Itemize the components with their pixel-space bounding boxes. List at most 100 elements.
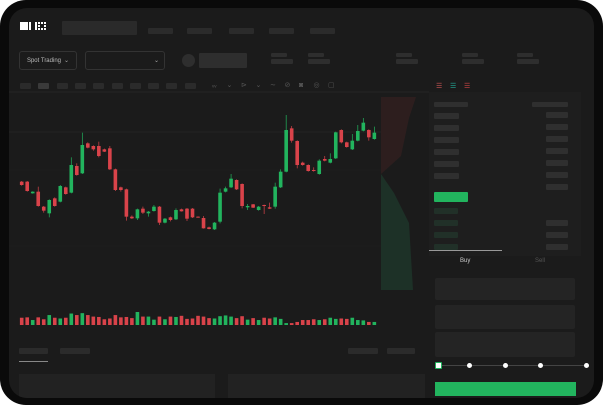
slider-handle[interactable] xyxy=(435,362,442,369)
volume-bar xyxy=(372,321,377,325)
amount-input[interactable] xyxy=(435,305,575,329)
ask-price xyxy=(434,149,459,155)
chevron-down-icon[interactable]: ⌄ xyxy=(255,82,262,89)
settings-icon[interactable]: ◎ xyxy=(313,82,320,89)
market-type-dropdown[interactable]: Spot Trading ⌄ xyxy=(19,51,77,70)
tab-open-orders[interactable] xyxy=(19,348,48,354)
volume-bar xyxy=(190,318,195,325)
candle-down xyxy=(295,141,299,165)
candle-up xyxy=(273,186,277,207)
volume-bar xyxy=(108,318,112,325)
volume-bar xyxy=(80,313,85,325)
candle-down xyxy=(207,227,211,229)
buy-button[interactable] xyxy=(435,382,576,396)
candle-up xyxy=(284,130,288,172)
slider-step-50[interactable] xyxy=(503,363,508,368)
slider-step-100[interactable] xyxy=(584,363,589,368)
volume-bar xyxy=(141,316,145,325)
orderbook-both-icon[interactable]: ☰ xyxy=(436,83,443,90)
nav-item-5[interactable] xyxy=(310,28,335,34)
ask-price xyxy=(434,113,459,119)
candle-up xyxy=(356,131,360,141)
bid-price xyxy=(434,220,458,226)
pencil-icon[interactable]: ⊘ xyxy=(284,82,291,89)
chart-interval-6[interactable] xyxy=(111,83,123,89)
volume-bar xyxy=(124,316,129,325)
volume-bar xyxy=(63,317,68,325)
candle-up xyxy=(223,188,228,192)
chart-interval-3[interactable] xyxy=(56,83,68,89)
tab-order-history[interactable] xyxy=(60,348,90,354)
chevron-down-icon[interactable]: ⌄ xyxy=(226,82,233,89)
fullscreen-icon[interactable]: ▢ xyxy=(328,82,335,89)
chart-interval-8[interactable] xyxy=(148,83,160,89)
volume-bar xyxy=(212,318,217,325)
amount-slider-track[interactable] xyxy=(439,365,589,366)
orderbook-bids-icon[interactable]: ☰ xyxy=(450,83,457,90)
volume-bar xyxy=(58,318,63,325)
volume-bar xyxy=(295,321,299,325)
filter-button-2[interactable] xyxy=(387,348,415,354)
candle-down xyxy=(234,180,239,190)
chart-interval-2[interactable] xyxy=(38,83,50,89)
candlestick-chart[interactable] xyxy=(9,8,594,338)
candle-up xyxy=(328,159,333,163)
candle-up xyxy=(372,132,377,139)
nav-item-2[interactable] xyxy=(187,28,212,34)
volume-bar xyxy=(361,320,366,325)
chart-interval-1[interactable] xyxy=(20,83,31,89)
nav-item-3[interactable] xyxy=(229,28,254,34)
ruler-icon[interactable]: ᵥᵥ xyxy=(212,82,217,89)
candle-up xyxy=(361,122,366,131)
volume-bar xyxy=(251,318,255,325)
volume-bar xyxy=(36,317,41,325)
volume-bar xyxy=(163,319,167,325)
indicator-icon[interactable]: ⊳ xyxy=(241,82,247,89)
line-icon[interactable]: ∼ xyxy=(270,82,276,89)
volume-bar xyxy=(350,317,355,325)
total-input[interactable] xyxy=(435,332,575,357)
chart-interval-5[interactable] xyxy=(93,83,105,89)
candle-up xyxy=(229,178,233,188)
orderbook-asks-icon[interactable]: ☰ xyxy=(464,83,471,90)
camera-icon[interactable]: ◙ xyxy=(299,82,304,89)
volume-bar xyxy=(367,321,371,325)
slider-step-25[interactable] xyxy=(467,363,472,368)
filter-button-1[interactable] xyxy=(348,348,378,354)
chevron-down-icon: ⌄ xyxy=(64,58,70,64)
price-input[interactable] xyxy=(435,278,575,300)
pair-selector-dropdown[interactable]: ⌄ xyxy=(85,51,165,70)
nav-item-1[interactable] xyxy=(148,28,173,34)
volume-bar xyxy=(19,317,24,325)
search-bar[interactable] xyxy=(62,21,137,35)
candle-up xyxy=(80,145,85,174)
okx-logo[interactable] xyxy=(20,22,46,30)
candle-down xyxy=(196,216,200,218)
app-screen: Spot Trading ⌄ ⌄ ☰ ☰ ☰ Buy Sell ᵥᵥ ⌄ ⊳ ⌄ ∼ ⊘ ◙ ◎… xyxy=(9,8,594,398)
candle-down xyxy=(25,181,30,191)
bid-amount xyxy=(546,232,568,238)
coin-icon xyxy=(182,54,195,67)
candle-down xyxy=(75,166,79,175)
stat-label xyxy=(517,53,533,57)
candle-down xyxy=(63,187,68,194)
ask-amount xyxy=(546,148,568,154)
candle-down xyxy=(36,191,41,206)
tab-sell[interactable]: Sell xyxy=(535,258,546,264)
candle-down xyxy=(124,189,129,217)
slider-step-75[interactable] xyxy=(538,363,543,368)
chart-interval-9[interactable] xyxy=(166,83,178,89)
candle-up xyxy=(245,206,250,208)
candle-up xyxy=(212,222,217,230)
volume-bar xyxy=(262,317,266,325)
chart-interval-4[interactable] xyxy=(74,83,86,89)
orderbook-header-price xyxy=(434,102,468,107)
volume-bar xyxy=(306,320,311,325)
tab-buy[interactable]: Buy xyxy=(460,258,471,264)
candle-down xyxy=(130,216,134,219)
nav-item-4[interactable] xyxy=(269,28,294,34)
volume-bar xyxy=(278,318,283,325)
chart-interval-10[interactable] xyxy=(184,83,196,89)
chart-interval-7[interactable] xyxy=(129,83,141,89)
